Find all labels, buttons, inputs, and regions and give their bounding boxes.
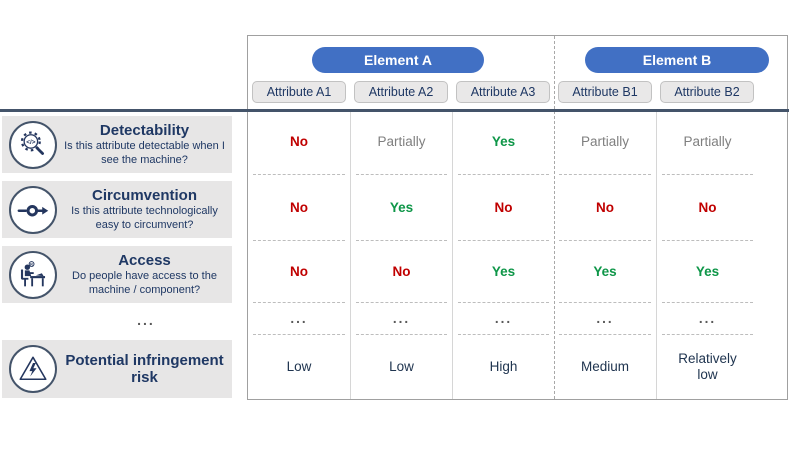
- cell-ellipsis-b2: ...: [656, 302, 758, 335]
- table-right-margin: [758, 241, 787, 303]
- magnifier-gear-code-icon: </>: [20, 130, 44, 155]
- row-header-circumvention: Circumvention Is this attribute technolo…: [2, 181, 232, 238]
- cell-ellipsis-a2: ...: [350, 302, 452, 335]
- row-header-text: Potential infringement risk: [62, 340, 227, 398]
- attribute-matrix-table: Element A Element B Attribute A1 Attribu…: [247, 35, 788, 400]
- row-header-ellipsis: ...: [137, 312, 155, 328]
- cell-detectability-b2: Partially: [656, 110, 758, 175]
- cell-circumvention-b2: No: [656, 174, 758, 241]
- cell-access-b2: Yes: [656, 240, 758, 303]
- access-icon-circle: R: [9, 250, 57, 299]
- svg-text:</>: </>: [26, 138, 35, 145]
- cell-ellipsis-a1: ...: [248, 302, 350, 335]
- cell-ellipsis-b1: ...: [554, 302, 656, 335]
- cell-access-b1: Yes: [554, 240, 656, 303]
- attribute-a2-header: Attribute A2: [354, 81, 448, 103]
- cell-risk-a3: High: [452, 334, 554, 399]
- cell-access-a2: No: [350, 240, 452, 303]
- row-subtitle: Is this attribute detectable when I see …: [64, 140, 225, 166]
- detectability-icon-circle: </>: [9, 120, 57, 169]
- bypass-arrow-icon: [17, 204, 49, 216]
- row-header-text: Circumvention Is this attribute technolo…: [62, 181, 227, 238]
- cell-detectability-b1: Partially: [580, 134, 629, 150]
- table-header: Element A Element B Attribute A1 Attribu…: [248, 36, 787, 110]
- element-a-header: Element A: [312, 47, 484, 73]
- cell-risk-b1: Medium: [554, 334, 656, 399]
- attribute-a1-header: Attribute A1: [252, 81, 346, 103]
- row-subtitle: Do people have access to the machine / c…: [72, 270, 217, 296]
- attribute-b2-header: Attribute B2: [660, 81, 754, 103]
- cell-risk-a1: Low: [248, 334, 350, 399]
- hazard-warning-icon: [19, 356, 47, 381]
- cell-circumvention-b1: No: [554, 174, 656, 241]
- row-title: Detectability: [99, 121, 190, 139]
- row-header-access: R Access Do people have access to the ma…: [2, 246, 232, 303]
- cell-ellipsis-a3: ...: [452, 302, 554, 335]
- cell-access-a1: No: [248, 240, 350, 303]
- cell-circumvention-a1: No: [248, 174, 350, 241]
- circumvention-icon-circle: [9, 185, 57, 234]
- cell-detectability-a3: Yes: [452, 110, 554, 175]
- cell-detectability-a2: Partially: [350, 110, 452, 175]
- row-title: Access: [118, 251, 171, 269]
- cell-circumvention-a2: Yes: [350, 174, 452, 241]
- cell-risk-b2: Relatively low: [656, 334, 758, 399]
- element-b-header: Element B: [585, 47, 769, 73]
- row-title: Potential infringement risk: [65, 351, 224, 386]
- row-subtitle: Is this attribute technologically easy t…: [71, 205, 218, 231]
- row-title: Circumvention: [91, 186, 197, 204]
- row-header-text: Access Do people have access to the mach…: [62, 246, 227, 303]
- attribute-a3-header: Attribute A3: [456, 81, 550, 103]
- svg-text:R: R: [30, 261, 33, 266]
- table-right-margin: [758, 335, 787, 399]
- attribute-b1-header: Attribute B1: [558, 81, 652, 103]
- cell-circumvention-a3: No: [452, 174, 554, 241]
- row-header-detectability: </> Detectability Is this attribute dete…: [2, 116, 232, 173]
- row-header-text: Detectability Is this attribute detectab…: [62, 116, 227, 173]
- row-header-infringement-risk: Potential infringement risk: [2, 340, 232, 398]
- cell-access-a3: Yes: [452, 240, 554, 303]
- person-at-computer-icon: R: [20, 260, 46, 286]
- table-right-margin: [758, 110, 787, 175]
- cell-risk-a2: Low: [350, 334, 452, 399]
- risk-icon-circle: [9, 345, 57, 393]
- element-group-divider: [554, 36, 555, 399]
- header-divider-line: [0, 109, 789, 112]
- cell-detectability-a1: No: [290, 134, 308, 150]
- table-right-margin: [758, 303, 787, 335]
- table-right-margin: [758, 175, 787, 241]
